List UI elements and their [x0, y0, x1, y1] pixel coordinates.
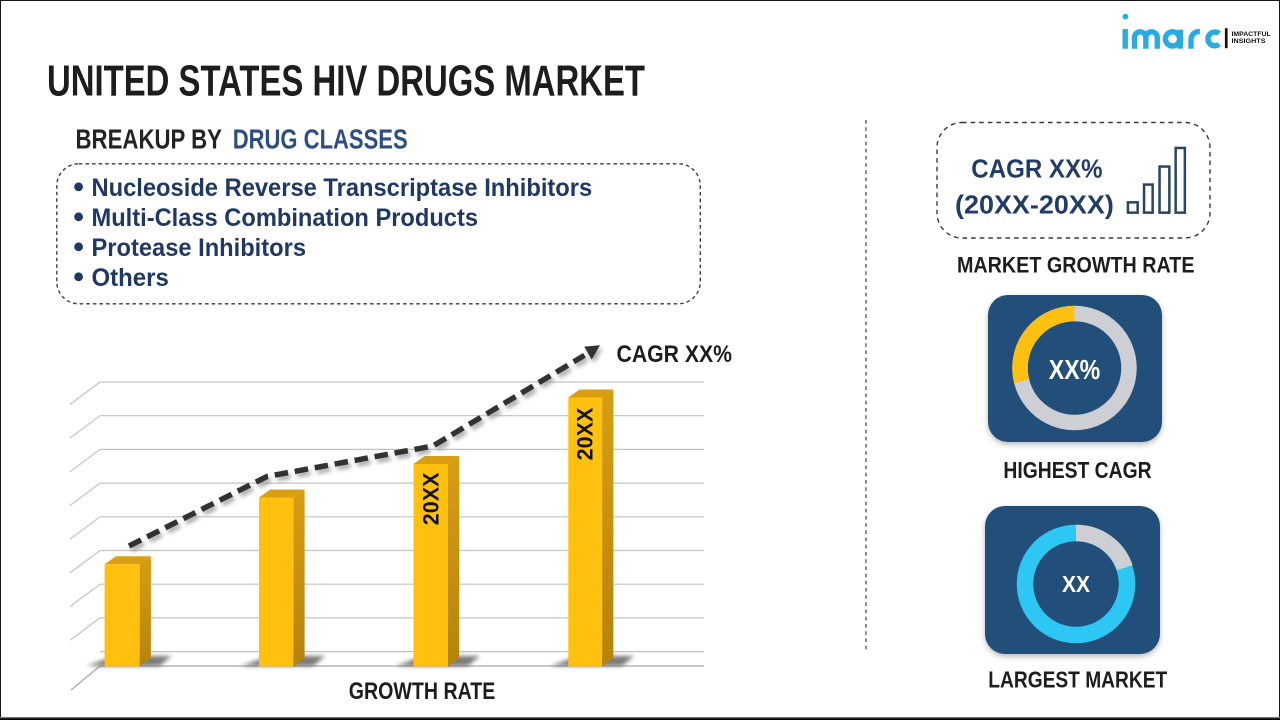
svg-text:HIGHEST CAGR: HIGHEST CAGR — [1003, 457, 1151, 483]
svg-text:XX%: XX% — [1049, 354, 1100, 385]
svg-text:Multi-Class Combination Produc: Multi-Class Combination Products — [92, 205, 479, 232]
svg-text:CAGR XX%: CAGR XX% — [617, 341, 733, 368]
svg-text:XX: XX — [1062, 571, 1091, 597]
svg-text:GROWTH RATE: GROWTH RATE — [349, 678, 496, 705]
svg-text:MARKET GROWTH RATE: MARKET GROWTH RATE — [957, 253, 1195, 278]
svg-text:DRUG CLASSES: DRUG CLASSES — [233, 124, 408, 155]
svg-text:INSIGHTS: INSIGHTS — [1232, 38, 1267, 45]
svg-text:UNITED STATES HIV DRUGS MARKET: UNITED STATES HIV DRUGS MARKET — [47, 57, 645, 105]
svg-text:Protease Inhibitors: Protease Inhibitors — [92, 235, 307, 262]
svg-text:LARGEST MARKET: LARGEST MARKET — [988, 667, 1167, 693]
svg-text:Nucleoside Reverse Transcripta: Nucleoside Reverse Transcriptase Inhibit… — [92, 175, 593, 202]
svg-text:Others: Others — [92, 265, 169, 292]
svg-text:20XX: 20XX — [419, 472, 444, 525]
svg-text:CAGR XX%: CAGR XX% — [971, 154, 1102, 184]
svg-text:(20XX-20XX): (20XX-20XX) — [955, 189, 1114, 219]
svg-text:20XX: 20XX — [573, 407, 598, 460]
svg-text:BREAKUP BY: BREAKUP BY — [76, 124, 223, 155]
svg-text:IMPACTFUL: IMPACTFUL — [1232, 31, 1271, 38]
